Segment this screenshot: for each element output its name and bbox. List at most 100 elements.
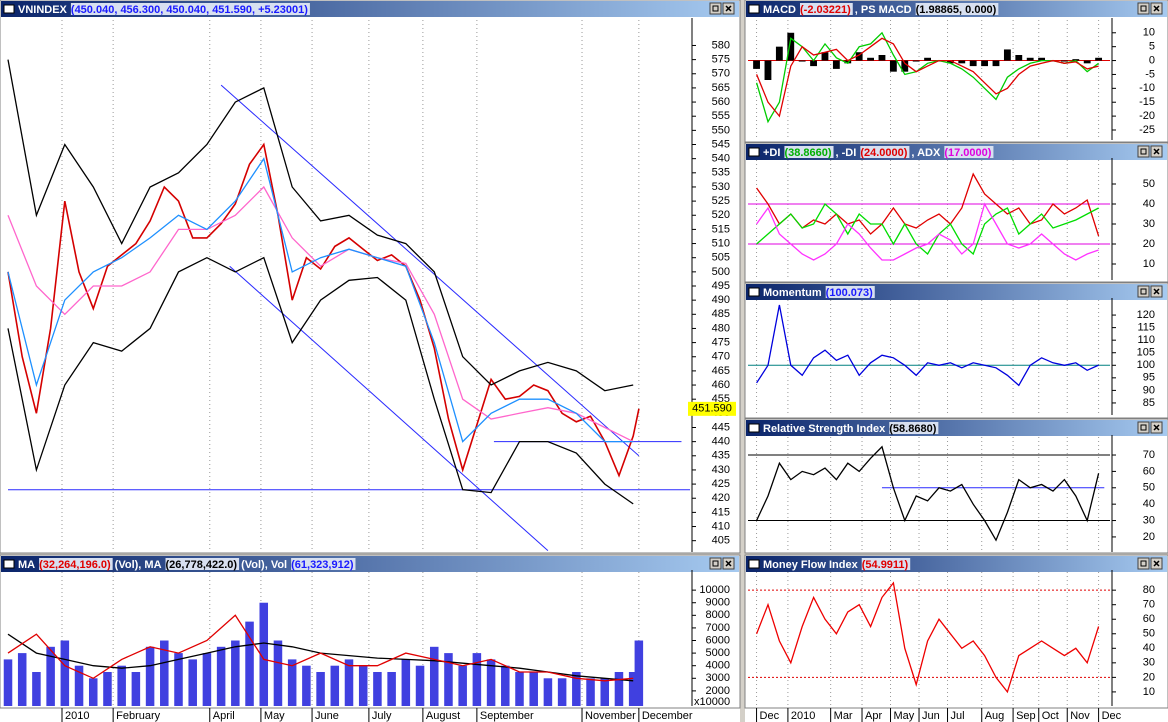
- title-bar: [746, 420, 1167, 436]
- y-tick-label: 580: [712, 39, 730, 51]
- window-button[interactable]: [1137, 421, 1150, 434]
- x-tick-label: May: [894, 710, 915, 722]
- y-tick-label: -25: [1139, 124, 1155, 136]
- window-button[interactable]: [709, 2, 722, 15]
- y-tick-label: 10: [1143, 27, 1155, 39]
- bar: [889, 60, 897, 72]
- bar: [472, 653, 482, 706]
- header-text: (Vol), Vol: [241, 559, 287, 571]
- bar: [832, 60, 840, 69]
- header-value-bg: [70, 3, 310, 15]
- bar: [844, 60, 852, 64]
- bar: [103, 671, 112, 706]
- y-tick-label: 90: [1143, 384, 1155, 396]
- x-tick-label: December: [642, 710, 693, 722]
- bar: [88, 678, 98, 706]
- indicator-line: [7, 256, 634, 505]
- indicator-line: [755, 37, 1099, 118]
- indicator-line: [756, 202, 1099, 261]
- y-tick-label: 5: [1149, 41, 1155, 53]
- bar: [117, 665, 126, 706]
- pane-icon: [748, 147, 760, 157]
- bar: [1095, 57, 1103, 61]
- y-tick-label: 470: [712, 351, 730, 363]
- header-text: Relative Strength Index: [763, 423, 886, 435]
- y-tick-label: 7000: [706, 622, 730, 634]
- y-tick-label: 495: [712, 280, 730, 292]
- y-tick-label: 2000: [706, 685, 730, 697]
- window-button[interactable]: [1137, 145, 1150, 158]
- header-text: Money Flow Index: [763, 559, 859, 571]
- bar: [287, 659, 297, 706]
- header-value-bg: [800, 3, 853, 15]
- x-tick-label: Apr: [865, 710, 882, 722]
- window-button[interactable]: [1137, 285, 1150, 298]
- y-tick-label: 485: [712, 308, 730, 320]
- bar: [912, 60, 920, 62]
- header-text: (1.98865, 0.000): [916, 4, 997, 16]
- bar: [529, 671, 538, 706]
- date-axis-right: [745, 708, 1168, 722]
- bar: [60, 640, 70, 706]
- button-glyph: [712, 5, 719, 12]
- bar: [634, 640, 644, 706]
- pane-icon: [748, 287, 760, 297]
- x-tick-label: June: [315, 710, 339, 722]
- y-tick-label: 570: [712, 68, 730, 80]
- bar: [302, 665, 311, 706]
- y-tick-label: 10: [1143, 258, 1155, 270]
- y-tick-label: 40: [1143, 198, 1155, 210]
- bar: [202, 653, 212, 706]
- bar: [1015, 55, 1023, 61]
- header-text: , -DI: [836, 147, 857, 159]
- last-price-box: [688, 401, 736, 416]
- y-tick-label: 465: [712, 365, 730, 377]
- header-value-bg: [825, 286, 875, 298]
- bar: [586, 678, 595, 706]
- y-tick-label: -15: [1139, 96, 1155, 108]
- bar: [32, 671, 41, 706]
- window-button[interactable]: [1137, 2, 1150, 15]
- x-tick-label: Oct: [1042, 710, 1059, 722]
- y-tick-label: 60: [1143, 613, 1155, 625]
- y-tick-label: 555: [712, 110, 730, 122]
- x-tick-label: May: [264, 710, 285, 722]
- header-value-bg: [860, 146, 910, 158]
- bar: [572, 671, 581, 706]
- y-tick-label: 550: [712, 124, 730, 136]
- y-tick-label: 460: [712, 379, 730, 391]
- y-tick-label: 540: [712, 153, 730, 165]
- button-glyph: [1140, 424, 1147, 431]
- y-tick-label: 475: [712, 337, 730, 349]
- x-tick-label: August: [426, 710, 460, 722]
- indicator-line: [7, 157, 634, 443]
- y-tick-label: 30: [1143, 657, 1155, 669]
- bar: [798, 60, 806, 62]
- button-glyph: [1153, 288, 1160, 295]
- y-tick-label: 95: [1143, 372, 1155, 384]
- y-tick-label: 10000: [699, 584, 730, 596]
- y-tick-label: 8000: [706, 609, 730, 621]
- header-value-bg: [784, 146, 834, 158]
- y-tick-label: 105: [1137, 347, 1155, 359]
- window-button[interactable]: [709, 557, 722, 570]
- indicator-line: [756, 445, 1100, 542]
- indicator-line: [755, 31, 1099, 124]
- header-value-bg: [861, 558, 911, 570]
- header-value-bg: [39, 558, 113, 570]
- window-button[interactable]: [1137, 557, 1150, 570]
- y-tick-label: 435: [712, 450, 730, 462]
- bar: [188, 659, 197, 706]
- y-tick-label: 530: [712, 181, 730, 193]
- indicator-line: [7, 185, 634, 443]
- button-glyph: [725, 560, 732, 567]
- y-tick-label: 3000: [706, 672, 730, 684]
- bar: [387, 671, 396, 706]
- bar: [415, 665, 425, 706]
- y-tick-label: 85: [1143, 397, 1155, 409]
- y-tick-label: 520: [712, 209, 730, 221]
- button-glyph: [725, 5, 732, 12]
- bar: [216, 646, 226, 706]
- x-tick-label: 2010: [65, 710, 89, 722]
- y-tick-label: -20: [1139, 110, 1155, 122]
